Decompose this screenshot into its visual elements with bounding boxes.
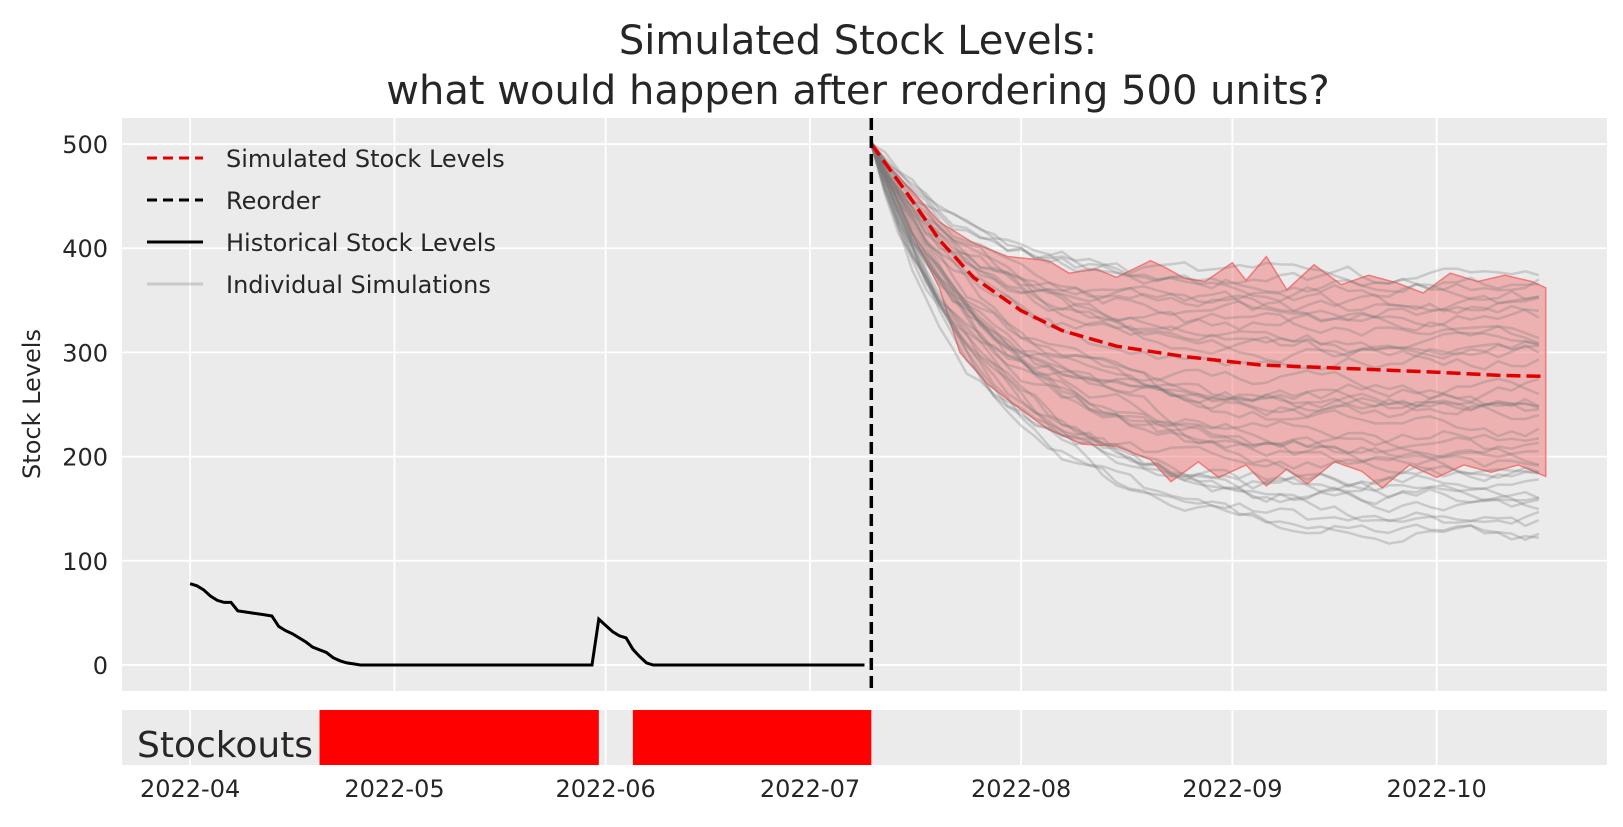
simulation-path: [870, 143, 1540, 483]
simulation-path: [870, 143, 1540, 525]
simulation-path: [870, 143, 1540, 340]
y-tick-label: 400: [62, 235, 108, 263]
simulation-path: [870, 142, 1540, 292]
simulations-layer: [870, 142, 1540, 545]
chart-title-line-2: what would happen after reordering 500 u…: [386, 68, 1329, 114]
simulation-path: [870, 143, 1540, 459]
simulation-path: [870, 143, 1540, 312]
y-tick-label: 0: [93, 652, 108, 680]
simulation-path: [870, 143, 1540, 419]
legend: Simulated Stock Levels Reorder Historical …: [147, 145, 505, 299]
simulation-path: [870, 143, 1539, 459]
x-tick-label: 2022-04: [140, 775, 240, 803]
simulation-path: [870, 143, 1540, 285]
x-tick-label: 2022-05: [344, 775, 444, 803]
simulation-path: [870, 143, 1540, 402]
simulation-path: [870, 143, 1540, 468]
legend-label: Historical Stock Levels: [226, 229, 496, 257]
simulation-path: [870, 143, 1540, 371]
legend-label: Reorder: [226, 187, 320, 215]
x-tick-labels: 2022-04 2022-05 2022-06 2022-07 2022-08 2022-…: [140, 775, 1487, 803]
simulation-path: [870, 143, 1540, 360]
simulation-path: [870, 143, 1540, 328]
stockout-bar: [319, 710, 599, 765]
simulation-path: [870, 143, 1540, 421]
simulation-path: [870, 143, 1540, 416]
y-tick-labels: 0 100 200 300 400 500: [62, 131, 108, 680]
stockout-bars: [319, 710, 872, 765]
simulation-path: [870, 143, 1540, 493]
simulation-path: [870, 143, 1540, 514]
simulation-path: [870, 143, 1540, 303]
simulation-path: [870, 143, 1540, 364]
historical-line: [189, 582, 865, 667]
simulation-path: [870, 143, 1540, 502]
y-tick-label: 500: [62, 131, 108, 159]
y-tick-label: 200: [62, 444, 108, 472]
simulation-path: [870, 143, 1540, 322]
historical-layer: [189, 582, 865, 667]
y-tick-label: 100: [62, 548, 108, 576]
simulation-path: [870, 143, 1539, 294]
y-tick-label: 300: [62, 339, 108, 367]
simulation-path: [870, 143, 1540, 438]
simulation-path: [870, 143, 1540, 410]
x-tick-label: 2022-07: [760, 775, 860, 803]
y-axis-label: Stock Levels: [18, 329, 46, 479]
simulation-path: [870, 143, 1540, 545]
legend-label: Simulated Stock Levels: [226, 145, 505, 173]
simulation-path: [870, 143, 1540, 511]
stockout-bar: [632, 710, 872, 765]
simulation-path: [870, 143, 1540, 541]
simulation-path: [870, 143, 1540, 358]
mean-layer: [869, 142, 1546, 379]
x-tick-label: 2022-06: [556, 775, 656, 803]
simulation-path: [870, 143, 1540, 528]
simulation-path: [870, 143, 1540, 475]
simulation-path: [870, 143, 1540, 345]
x-tick-label: 2022-10: [1387, 775, 1487, 803]
simulation-path: [870, 143, 1540, 491]
legend-label: Individual Simulations: [226, 271, 491, 299]
simulation-path: [870, 143, 1540, 355]
simulation-path: [870, 143, 1540, 506]
chart-title-line-1: Simulated Stock Levels:: [619, 18, 1097, 64]
simulation-path: [870, 143, 1540, 467]
simulation-path: [870, 143, 1540, 447]
band-layer: [870, 138, 1547, 489]
simulation-path: [870, 143, 1540, 313]
x-tick-label: 2022-09: [1182, 775, 1282, 803]
simulation-path: [870, 143, 1540, 418]
simulated-mean-line: [869, 142, 1546, 379]
uncertainty-band: [870, 138, 1547, 489]
stockouts-label: Stockouts: [137, 725, 313, 766]
x-tick-label: 2022-08: [971, 775, 1071, 803]
simulation-path: [870, 143, 1540, 404]
